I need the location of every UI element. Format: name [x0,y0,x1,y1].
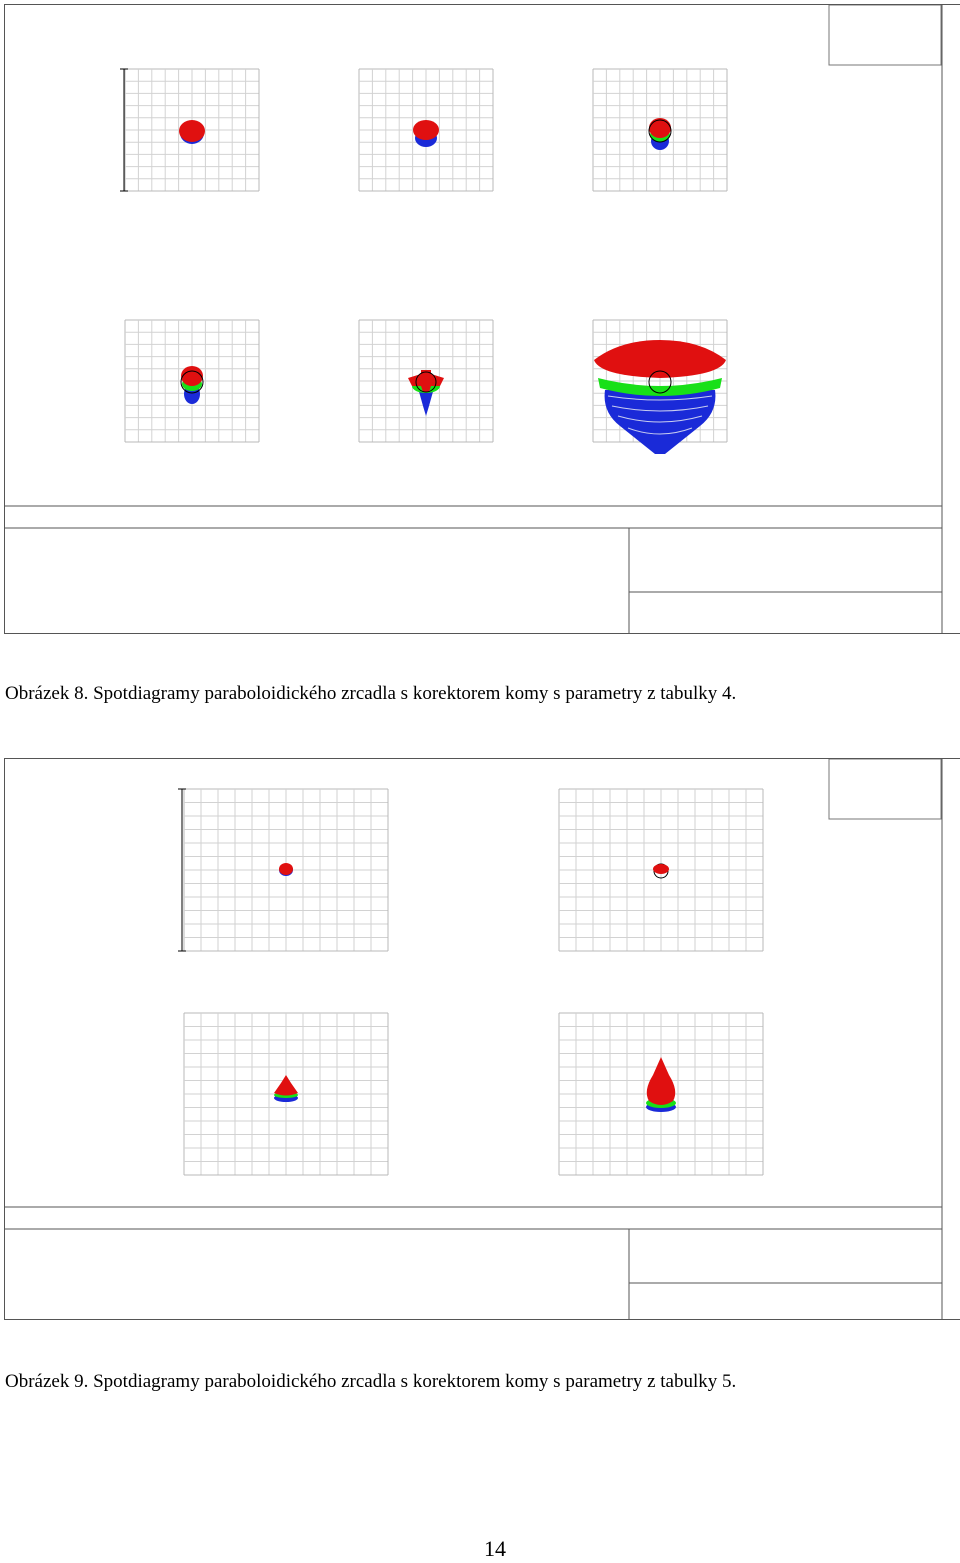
spot-blue-rays [607,395,713,435]
spot-grid [558,788,764,952]
spot-cone [274,1075,298,1102]
figure-9-canvas [5,759,943,1319]
spot-red [279,863,293,875]
spot-red [653,864,669,874]
spot-red [413,120,439,140]
airy-circle [648,119,672,143]
spot-red [649,118,671,138]
spot-green [598,378,722,396]
spot-small-ring [653,863,669,879]
legend-box [828,5,942,66]
spot-red [594,340,726,378]
airy-circle [648,370,672,394]
spot-red [181,366,203,386]
airy-circle [415,371,437,393]
spot-cross [408,370,444,416]
spot-drop [646,1057,676,1112]
spot-red [646,1057,676,1105]
spot-grid [358,319,494,443]
spot-grid [358,68,494,192]
figure-8-spot-diagram [4,4,960,634]
spot-big [594,340,726,454]
legend-box [828,759,942,820]
spot-red [408,370,444,392]
airy-circle [180,370,204,394]
figure-9-spot-diagram [4,758,960,1320]
spot-round-blue [413,120,439,147]
spot-blue [418,388,434,416]
figure-8-canvas [5,5,943,633]
spot-stack [648,118,672,150]
figure-8-caption: Obrázek 8. Spotdiagramy paraboloidického… [5,683,737,704]
spot-round [179,120,205,144]
page-number: 14 [484,1536,506,1561]
spot-grid [183,788,389,952]
spot-small [279,863,293,876]
spot-red [274,1075,298,1096]
spot-grid [592,68,728,192]
spot-stack-tail [180,366,204,404]
figure-9-caption: Obrázek 9. Spotdiagramy paraboloidického… [5,1371,737,1392]
spot-red [179,120,205,142]
